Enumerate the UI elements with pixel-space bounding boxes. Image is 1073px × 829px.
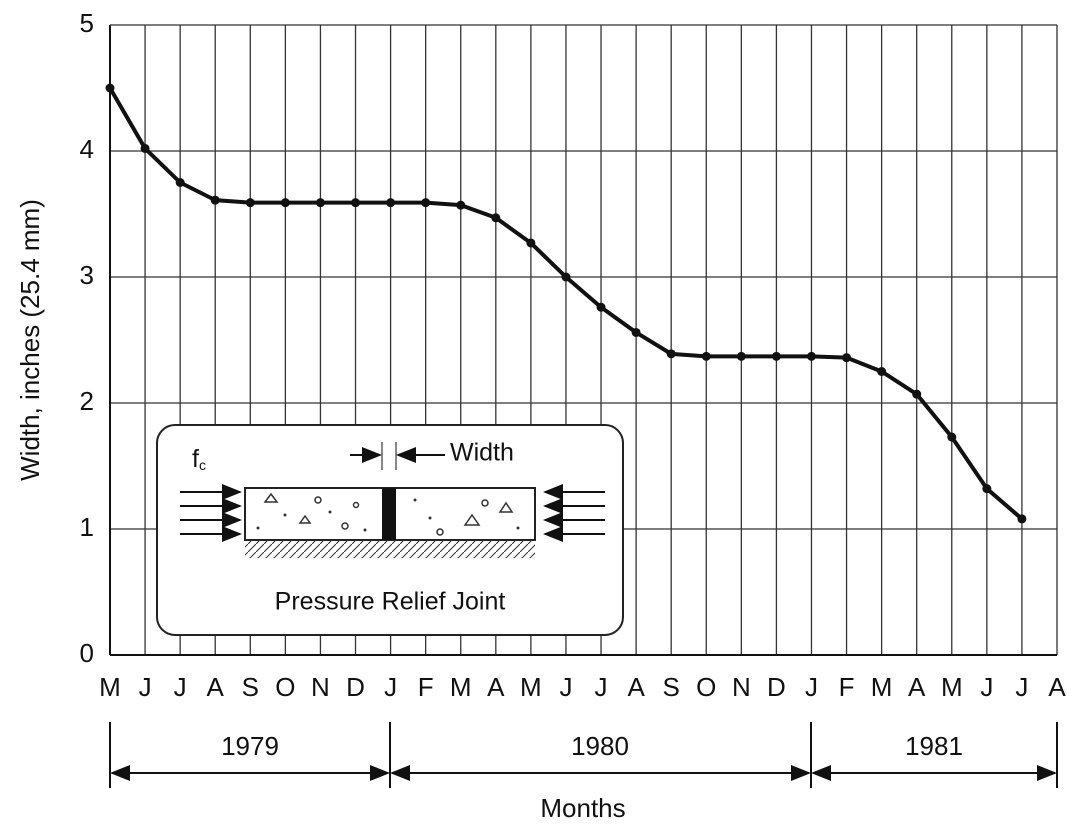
data-point: [596, 302, 606, 312]
x-tick-label: J: [174, 672, 187, 702]
inset-force: fc: [192, 445, 206, 473]
x-tick-label: S: [663, 672, 680, 702]
data-point: [736, 351, 746, 361]
label-bg: [550, 730, 650, 766]
x-tick-label: M: [871, 672, 893, 702]
y-axis-label: Width, inches (25.4 mm): [15, 199, 45, 481]
y-tick-label: 2: [80, 386, 94, 416]
data-point: [315, 198, 325, 208]
inset-width-label: Width: [450, 439, 514, 467]
year-label: 1979: [221, 731, 279, 761]
x-tick-label: J: [980, 672, 993, 702]
x-tick-label: M: [941, 672, 963, 702]
data-point: [842, 353, 852, 363]
inset: fc Width Pressure Relief Joint: [156, 424, 624, 636]
data-point: [526, 238, 536, 248]
x-tick-label: A: [1048, 672, 1066, 702]
data-point: [491, 213, 501, 223]
data-point: [912, 389, 922, 399]
data-point: [140, 143, 150, 153]
data-point: [561, 272, 571, 282]
x-tick-label: A: [908, 672, 926, 702]
x-tick-label: O: [275, 672, 295, 702]
data-point: [105, 83, 115, 93]
data-point: [421, 198, 431, 208]
x-tick-label: M: [99, 672, 121, 702]
data-point: [386, 198, 396, 208]
y-tick-label: 4: [80, 134, 94, 164]
x-tick-label: J: [595, 672, 608, 702]
x-tick-label: J: [805, 672, 818, 702]
data-point: [245, 198, 255, 208]
x-tick-label: J: [139, 672, 152, 702]
year-label: 1981: [905, 731, 963, 761]
data-point: [175, 178, 185, 187]
x-tick-label: F: [418, 672, 434, 702]
data-point: [666, 349, 676, 359]
x-tick-label: A: [627, 672, 645, 702]
data-point: [631, 327, 641, 337]
x-tick-label: F: [839, 672, 855, 702]
label-bg: [884, 730, 984, 766]
y-tick-label: 0: [80, 638, 94, 668]
inset-caption: Pressure Relief Joint: [275, 588, 506, 616]
data-point: [351, 198, 361, 208]
year-spans: [109, 722, 1058, 788]
y-tick-label: 5: [80, 8, 94, 38]
data-point: [877, 367, 887, 376]
x-tick-label: J: [1015, 672, 1028, 702]
data-point: [771, 351, 781, 361]
x-tick-label: A: [207, 672, 225, 702]
x-tick-label: J: [559, 672, 572, 702]
data-point: [701, 351, 711, 361]
y-tick-label: 1: [80, 512, 94, 542]
data-point: [210, 195, 220, 205]
year-label: 1980: [571, 731, 629, 761]
data-point: [982, 484, 992, 494]
plot: [105, 83, 1027, 524]
x-tick-label: O: [696, 672, 716, 702]
y-tick-label: 3: [80, 260, 94, 290]
data-point: [280, 198, 290, 208]
x-tick-label: D: [346, 672, 365, 702]
x-tick-label: M: [450, 672, 472, 702]
data-point: [947, 432, 957, 442]
data-point: [806, 351, 816, 361]
x-axis-label: Months: [540, 793, 625, 823]
x-tick-label: M: [520, 672, 542, 702]
data-point: [456, 200, 466, 210]
x-tick-label: A: [487, 672, 505, 702]
label-bg: [200, 730, 300, 766]
x-tick-label: D: [767, 672, 786, 702]
x-tick-label: N: [311, 672, 330, 702]
x-tick-label: S: [242, 672, 259, 702]
x-tick-label: N: [732, 672, 751, 702]
x-tick-label: J: [384, 672, 397, 702]
data-point: [1017, 514, 1027, 524]
